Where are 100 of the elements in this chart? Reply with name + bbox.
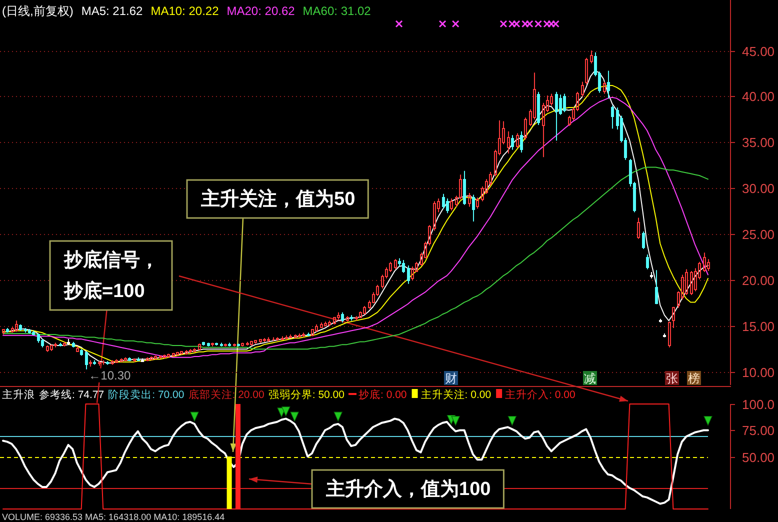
point bbox=[282, 406, 290, 416]
candlestick bbox=[46, 344, 49, 352]
candlestick bbox=[337, 312, 340, 320]
candlestick bbox=[603, 81, 606, 94]
candlestick bbox=[433, 200, 436, 232]
candlestick bbox=[663, 333, 666, 338]
candlestick bbox=[120, 358, 123, 363]
candlestick bbox=[6, 328, 9, 334]
candlestick bbox=[85, 351, 88, 370]
candlestick bbox=[193, 348, 196, 352]
candlestick bbox=[476, 197, 479, 210]
candlestick bbox=[172, 352, 175, 358]
candlestick bbox=[237, 343, 240, 347]
candlestick bbox=[254, 339, 257, 344]
text: MA5: 21.62 bbox=[81, 4, 144, 18]
candlestick bbox=[37, 333, 40, 344]
candlestick bbox=[137, 356, 140, 362]
annotation: ←10.30 bbox=[88, 368, 132, 382]
annotation: 财 bbox=[445, 372, 457, 386]
candlestick bbox=[115, 358, 118, 364]
candlestick bbox=[98, 360, 101, 366]
candlestick bbox=[267, 336, 270, 342]
candlestick bbox=[672, 306, 675, 329]
legend-label: 主升介入: 0.00 bbox=[505, 388, 576, 401]
candlestick bbox=[463, 170, 466, 206]
y-tick-label: 40.00 bbox=[742, 89, 775, 104]
candlestick bbox=[59, 342, 62, 347]
annotation: 主升关注，值为50 bbox=[200, 188, 356, 210]
candlestick bbox=[154, 355, 157, 360]
y-tick-label: 30.00 bbox=[742, 181, 775, 196]
candlestick bbox=[311, 328, 314, 337]
candlestick bbox=[402, 260, 405, 274]
y-tick-label: 20.00 bbox=[742, 273, 775, 288]
candlestick bbox=[76, 346, 79, 352]
annotation: 抄底=100 bbox=[63, 280, 145, 302]
candlestick bbox=[555, 91, 558, 142]
point bbox=[334, 412, 342, 422]
candlestick bbox=[350, 314, 353, 322]
candlestick bbox=[442, 193, 445, 210]
candlestick bbox=[294, 334, 297, 339]
ref-line-label: 底部关注: 20.00 bbox=[188, 388, 265, 401]
candlestick bbox=[202, 341, 205, 346]
annotation: 榜 bbox=[688, 372, 700, 386]
candlestick bbox=[124, 356, 127, 362]
candlestick bbox=[341, 312, 344, 324]
candlestick bbox=[146, 356, 149, 362]
y-tick-label: 50.00 bbox=[742, 450, 775, 465]
candlestick bbox=[685, 268, 688, 296]
candlestick bbox=[520, 130, 523, 154]
candlestick bbox=[93, 360, 96, 366]
candlestick bbox=[150, 356, 153, 361]
candlestick bbox=[703, 252, 706, 272]
candlestick bbox=[159, 355, 162, 359]
candlestick bbox=[328, 320, 331, 327]
candlestick bbox=[228, 342, 231, 347]
candlestick bbox=[72, 341, 75, 348]
point bbox=[508, 416, 516, 426]
candlestick bbox=[607, 70, 610, 99]
y-tick-label: 10.00 bbox=[742, 365, 775, 380]
candlestick bbox=[320, 322, 323, 329]
candlestick bbox=[128, 356, 131, 362]
candlestick bbox=[163, 354, 166, 359]
candlestick bbox=[411, 266, 414, 281]
annotation: 张 bbox=[666, 372, 678, 386]
candlestick bbox=[650, 271, 653, 279]
point bbox=[190, 412, 199, 422]
candlestick bbox=[211, 342, 214, 347]
candlestick bbox=[659, 318, 662, 324]
candlestick bbox=[363, 305, 366, 315]
legend-label: 抄底: 0.00 bbox=[358, 388, 407, 401]
annotation: 主升介入，值为100 bbox=[325, 478, 491, 500]
candlestick bbox=[324, 321, 327, 327]
candlestick bbox=[585, 57, 588, 86]
y-tick-label: 75.00 bbox=[742, 423, 775, 438]
candlestick bbox=[2, 328, 5, 335]
candlestick bbox=[215, 342, 218, 346]
candlestick bbox=[111, 360, 114, 366]
candlestick bbox=[690, 270, 693, 296]
candlestick bbox=[207, 342, 210, 347]
candlestick bbox=[32, 330, 35, 336]
candlestick bbox=[224, 343, 227, 347]
candlestick bbox=[563, 93, 566, 113]
candlestick bbox=[468, 192, 471, 208]
candlestick bbox=[516, 132, 519, 148]
candlestick bbox=[24, 328, 27, 334]
candlestick bbox=[63, 341, 66, 347]
candlestick bbox=[655, 270, 658, 305]
y-tick-label: 15.00 bbox=[742, 319, 775, 334]
candlestick bbox=[67, 338, 70, 346]
point bbox=[704, 416, 712, 426]
point bbox=[451, 416, 460, 426]
candlestick bbox=[611, 105, 614, 130]
candlestick bbox=[89, 360, 92, 368]
text: MA10: 20.22 bbox=[150, 4, 220, 18]
candlestick bbox=[524, 117, 527, 140]
candlestick bbox=[15, 320, 18, 332]
candlestick bbox=[259, 338, 262, 344]
candlestick bbox=[446, 198, 449, 214]
candlestick bbox=[302, 332, 305, 338]
candlestick bbox=[263, 338, 266, 342]
